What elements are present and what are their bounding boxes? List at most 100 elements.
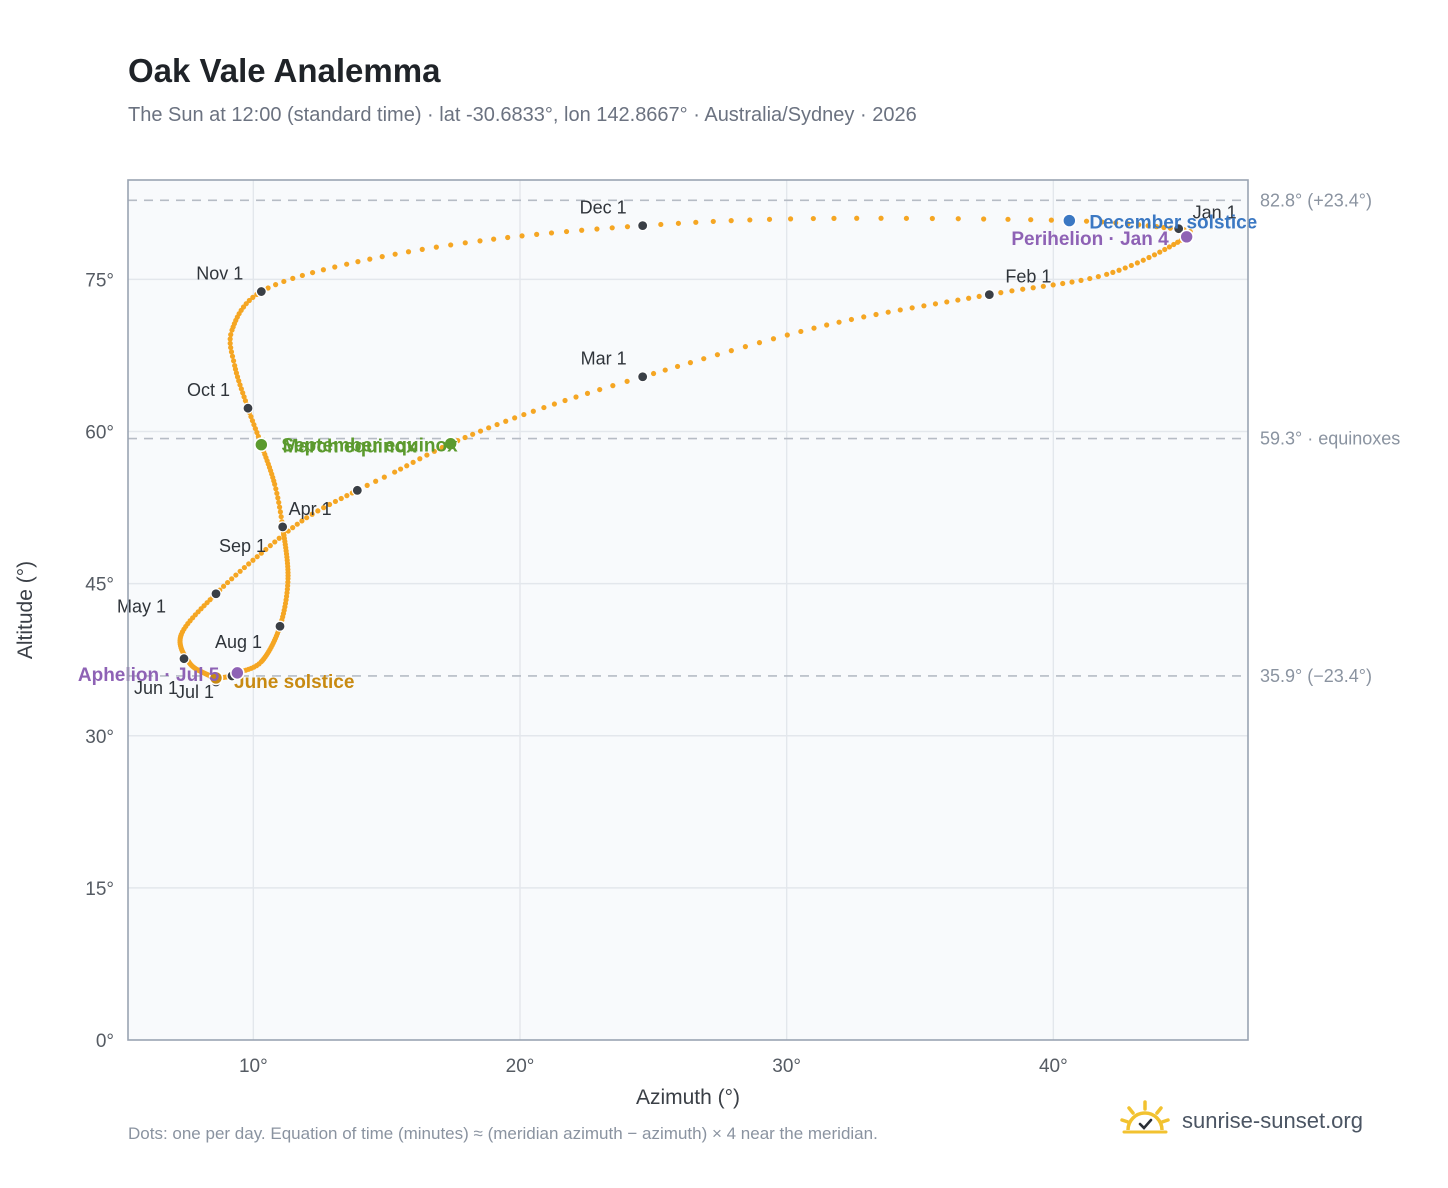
daily-sun-dot bbox=[903, 215, 910, 221]
daily-sun-dot bbox=[228, 344, 234, 351]
daily-sun-dot bbox=[1145, 223, 1151, 229]
x-tick-label: 30° bbox=[772, 1056, 801, 1077]
reference-lines: 82.8° (+23.4°) 59.3° · equinoxes 35.9° (−2… bbox=[128, 190, 1400, 686]
y-axis-label: Altitude (°) bbox=[14, 561, 37, 659]
month-label: Sep 1 bbox=[219, 536, 266, 556]
reference-line-label: 82.8° (+23.4°) bbox=[1260, 190, 1372, 210]
month-marker bbox=[637, 220, 649, 232]
daily-sun-dot bbox=[1028, 217, 1034, 223]
daily-sun-dot bbox=[233, 572, 239, 578]
daily-sun-dot bbox=[433, 244, 439, 250]
daily-sun-dot bbox=[503, 418, 509, 424]
daily-sun-dot bbox=[227, 336, 233, 342]
event-label: September equinox bbox=[281, 436, 458, 457]
daily-sun-dot bbox=[246, 297, 252, 304]
daily-sun-dot bbox=[241, 394, 247, 400]
x-axis-label: Azimuth (°) bbox=[636, 1086, 740, 1109]
daily-sun-dot bbox=[439, 444, 445, 451]
daily-sun-dot bbox=[662, 367, 668, 373]
event-label: Aphelion · Jul 5 bbox=[78, 665, 220, 686]
daily-sun-dot bbox=[299, 272, 305, 279]
grid-lines bbox=[128, 180, 1248, 1040]
daily-sun-dot bbox=[747, 217, 753, 223]
daily-sun-dot bbox=[1162, 246, 1168, 253]
daily-sun-dot bbox=[250, 557, 256, 563]
reference-line-label: 35.9° (−23.4°) bbox=[1260, 666, 1372, 686]
daily-sun-dot bbox=[299, 518, 305, 524]
month-marker bbox=[178, 653, 190, 665]
event-marker bbox=[443, 436, 458, 451]
daily-sun-dot bbox=[658, 221, 664, 228]
daily-sun-dot bbox=[462, 434, 468, 441]
daily-sun-dot bbox=[1122, 265, 1128, 271]
daily-sun-dot bbox=[431, 448, 437, 454]
daily-sun-dot bbox=[392, 469, 398, 475]
month-marker bbox=[351, 484, 363, 496]
daily-sun-dot bbox=[534, 231, 540, 237]
daily-sun-dot bbox=[811, 325, 817, 331]
daily-sun-dot bbox=[541, 404, 547, 411]
daily-sun-dot bbox=[1151, 252, 1158, 258]
daily-sun-dot bbox=[273, 282, 279, 288]
daily-sun-dot bbox=[1157, 249, 1163, 255]
plot-background bbox=[128, 180, 1248, 1040]
daily-sun-dot bbox=[470, 431, 476, 437]
daily-sun-dot bbox=[848, 316, 855, 323]
month-marker bbox=[210, 588, 222, 600]
daily-sun-dot bbox=[798, 328, 804, 335]
daily-sun-dot bbox=[419, 246, 425, 253]
daily-sun-dot bbox=[1083, 218, 1090, 224]
daily-sun-dot bbox=[236, 378, 242, 384]
daily-sun-dot bbox=[693, 219, 699, 225]
daily-sun-dot bbox=[929, 215, 935, 222]
daily-sun-dot bbox=[278, 514, 284, 520]
y-tick-label: 0° bbox=[96, 1031, 114, 1052]
daily-sun-dot bbox=[1167, 225, 1173, 231]
daily-sun-dot bbox=[392, 251, 398, 257]
daily-sun-dot bbox=[304, 515, 310, 521]
month-label: Dec 1 bbox=[580, 198, 627, 218]
daily-sun-dot bbox=[228, 349, 235, 355]
daily-sun-dot bbox=[338, 495, 344, 502]
daily-sun-dot bbox=[462, 240, 468, 246]
y-tick-label: 45° bbox=[85, 575, 114, 596]
daily-sun-dot bbox=[320, 267, 327, 273]
daily-sun-dot bbox=[521, 411, 527, 418]
month-marker bbox=[1173, 223, 1185, 235]
daily-sun-dot bbox=[710, 218, 716, 225]
daily-sun-dot bbox=[248, 414, 254, 420]
daily-sun-dot bbox=[1116, 267, 1122, 273]
daily-sun-dot bbox=[410, 459, 416, 465]
daily-sun-dot bbox=[1104, 271, 1110, 277]
daily-sun-dot bbox=[584, 390, 591, 396]
daily-sun-dot bbox=[519, 233, 525, 239]
reference-line-label: 59.3° · equinoxes bbox=[1260, 429, 1400, 449]
daily-sun-dot bbox=[477, 238, 483, 244]
daily-sun-dot bbox=[810, 215, 816, 222]
daily-sun-dot bbox=[728, 348, 734, 354]
daily-sun-dot bbox=[424, 452, 430, 458]
daily-sun-dot bbox=[998, 290, 1004, 296]
daily-sun-dot bbox=[344, 261, 350, 267]
daily-sun-dot bbox=[251, 422, 257, 428]
y-tick-label: 75° bbox=[85, 270, 114, 291]
daily-sun-dot bbox=[227, 340, 233, 346]
daily-sun-dot bbox=[873, 311, 879, 318]
daily-sun-dot bbox=[854, 215, 860, 221]
daily-sun-dot bbox=[756, 340, 763, 346]
daily-sun-dot bbox=[1009, 288, 1015, 294]
daily-sun-dot bbox=[267, 543, 273, 549]
daily-sun-dot bbox=[674, 363, 681, 370]
y-tick-label: 60° bbox=[85, 423, 114, 444]
daily-sun-dot bbox=[250, 294, 256, 300]
month-marker bbox=[242, 402, 254, 414]
daily-sun-dot bbox=[254, 429, 260, 436]
month-marker bbox=[274, 620, 286, 632]
brand-logo[interactable]: sunrise-sunset.org bbox=[1120, 1100, 1363, 1141]
daily-sun-dot bbox=[1136, 222, 1142, 228]
daily-sun-dot bbox=[687, 360, 694, 366]
month-label: Aug 1 bbox=[215, 632, 262, 652]
daily-sun-dot bbox=[944, 299, 950, 305]
daily-sun-dot bbox=[714, 352, 721, 358]
daily-sun-dot bbox=[309, 269, 316, 276]
